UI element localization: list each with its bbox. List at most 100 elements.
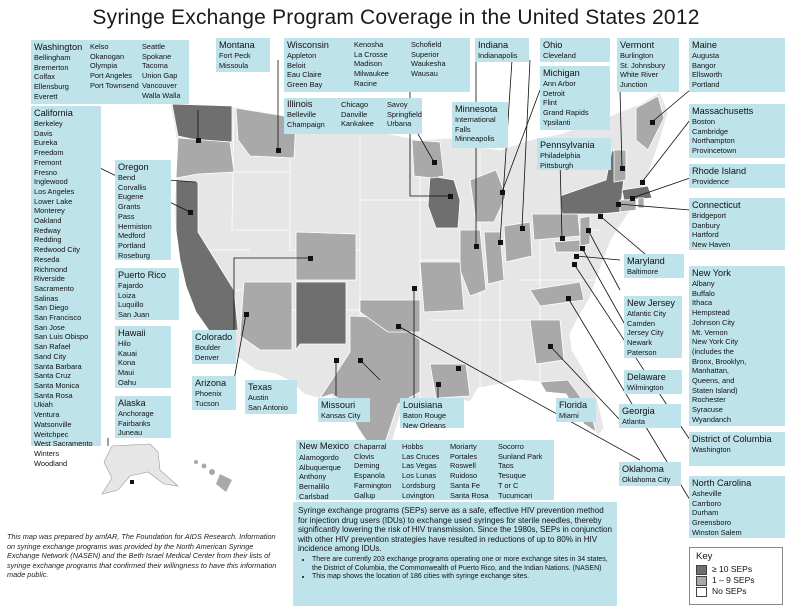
texas-heading: Texas <box>248 382 272 392</box>
alaska-heading: Alaska <box>118 398 146 408</box>
city: Pass <box>118 211 135 221</box>
city: Providence <box>692 177 729 186</box>
city: Provincetown <box>692 146 737 156</box>
city: Spokane <box>142 51 172 61</box>
maryland-list: Baltimore <box>627 267 681 277</box>
michigan-box: Michigan Ann Arbor Detroit Flint Grand Rapi… <box>540 66 610 130</box>
key-item-mid: 1 – 9 SEPs <box>696 575 776 586</box>
florida-list: Miami <box>559 411 593 421</box>
colorado-heading: Colorado <box>195 332 233 342</box>
oklahoma-heading: Oklahoma <box>622 464 664 474</box>
hawaii-box: Hawaii Hilo Kauai Kona Maui Oahu <box>115 326 171 388</box>
missouri-heading: Missouri <box>321 400 356 410</box>
city: Wyandanch <box>692 414 731 424</box>
colorado-list: Boulder Denver <box>195 343 233 362</box>
city: (includes the <box>692 346 734 356</box>
minnesota-list: International Falls Minneapolis <box>455 115 505 144</box>
city: Riverside <box>34 274 65 284</box>
florida-box: Florida Miami <box>556 398 596 422</box>
new-mexico-col-4: Moriarty Portales Roswell Ruidoso Santa … <box>450 442 489 500</box>
hawaii-list: Hilo Kauai Kona Maui Oahu <box>118 339 168 388</box>
dc-list: Washington <box>692 445 782 455</box>
city: Superior <box>411 49 439 59</box>
city: Grants <box>118 202 141 212</box>
city: Tucumcari <box>498 490 533 500</box>
city: Freedom <box>34 148 64 158</box>
city: Atlanta <box>622 417 646 426</box>
california-box: California Berkeley Davis Eureka Freedom Fre… <box>31 106 101 468</box>
new-jersey-shape <box>579 215 591 247</box>
city: Fort Peck <box>219 51 251 60</box>
louisiana-list: Baton Rouge New Orleans <box>403 411 461 430</box>
new-jersey-box: New Jersey Atlantic City Camden Jersey Cit… <box>624 296 682 358</box>
ohio-list: Cleveland <box>543 51 607 61</box>
city: Bellingham <box>34 53 71 62</box>
city: Anchorage <box>118 409 154 418</box>
maine-list: Augusta Bangor Ellsworth Portland <box>692 51 782 90</box>
city: Fairbanks <box>118 418 151 428</box>
description-paragraph: Syringe exchange programs (SEPs) serve a… <box>298 506 613 554</box>
city: Bremerton <box>34 62 69 72</box>
city: Junction <box>620 80 648 90</box>
new-mexico-shape <box>295 281 347 352</box>
city: Kankakee <box>341 119 374 129</box>
illinois-box: Illinois Belleville Champaign Chicago Da… <box>284 98 422 134</box>
connecticut-heading: Connecticut <box>692 200 741 210</box>
indiana-box: Indiana Indianapolis <box>475 38 529 62</box>
city: San Antonio <box>248 402 288 412</box>
city: Washington <box>692 445 731 454</box>
city: Flint <box>543 98 557 108</box>
city: Rochester <box>692 395 726 405</box>
rhode-island-shape <box>637 197 645 209</box>
arizona-list: Phoenix Tucson <box>195 389 233 408</box>
california-list: Berkeley Davis Eureka Freedom Fremont Fresno I… <box>34 119 98 468</box>
maine-box: Maine Augusta Bangor Ellsworth Portland <box>689 38 785 92</box>
maine-heading: Maine <box>692 40 718 50</box>
city: Vancouver <box>142 80 177 90</box>
oregon-heading: Oregon <box>118 162 149 172</box>
city: Everett <box>34 91 58 101</box>
washington-shape <box>171 103 233 143</box>
ohio-heading: Ohio <box>543 40 563 50</box>
city: Detroit <box>543 88 565 98</box>
key-item-none: No SEPs <box>696 586 776 597</box>
city: Hempstead <box>692 308 730 318</box>
city: Winston Salem <box>692 527 742 537</box>
city: West Sacramento <box>34 439 93 449</box>
city: Ukiah <box>34 400 53 410</box>
montana-box: Montana Fort Peck Missoula <box>216 38 270 72</box>
city: Bernalillo <box>299 482 330 492</box>
mid-coverage-states <box>175 95 665 447</box>
city: Sand City <box>34 351 67 361</box>
city: Maui <box>118 368 135 378</box>
city: Portland <box>118 240 146 250</box>
city: Sunland Park <box>498 451 543 461</box>
texas-list: Austin San Antonio <box>248 393 294 412</box>
rhode-island-heading: Rhode Island <box>692 166 747 176</box>
illinois-col-3: Savoy Springfield Urbana <box>387 100 422 129</box>
oklahoma-list: Oklahoma City <box>622 475 678 485</box>
pennsylvania-heading: Pennsylvania <box>540 140 595 150</box>
puerto-rico-box: Puerto Rico Fajardo Loiza Luquillo San Juan <box>115 268 179 320</box>
city: Portland <box>692 80 720 90</box>
key-title: Key <box>696 551 713 562</box>
city: Springfield <box>387 109 422 119</box>
connecticut-shape <box>619 199 637 213</box>
city: Hilo <box>118 339 131 348</box>
louisiana-box: Louisiana Baton Rouge New Orleans <box>400 398 464 430</box>
city: Danville <box>341 109 368 119</box>
city: Santa Monica <box>34 380 80 390</box>
city: Berkeley <box>34 119 63 128</box>
wisconsin-shape <box>427 175 461 229</box>
missouri-box: Missouri Kansas City <box>318 398 370 422</box>
city: Ellensburg <box>34 82 69 92</box>
city: Pittsburgh <box>540 160 574 170</box>
city: Espanola <box>354 471 385 481</box>
city: Minneapolis <box>455 134 495 144</box>
city: Bangor <box>692 60 716 70</box>
city: Waukesha <box>411 59 446 69</box>
key-swatch-mid <box>696 575 707 586</box>
washington-heading: Washington <box>34 42 83 52</box>
wisconsin-col-3: Schofield Superior Waukesha Wausau <box>411 40 446 79</box>
delaware-list: Wilmington <box>627 383 679 393</box>
